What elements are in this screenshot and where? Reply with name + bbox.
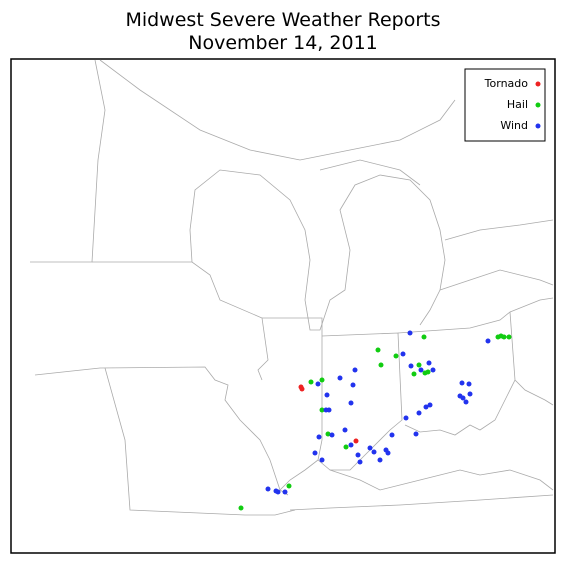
- legend: Tornado Hail Wind: [464, 68, 546, 142]
- legend-swatch: [535, 123, 541, 129]
- legend-box: [464, 68, 546, 142]
- report-markers: [238, 330, 512, 511]
- legend-swatch: [535, 102, 541, 108]
- legend-label: Tornado: [484, 77, 529, 90]
- title-line: Midwest Severe Weather Reports: [125, 9, 440, 31]
- title-line: November 14, 2011: [188, 32, 378, 54]
- map-borders: [30, 59, 554, 516]
- wind-reports: [265, 330, 491, 495]
- legend-swatch: [535, 81, 541, 87]
- tornado-reports: [298, 384, 359, 444]
- map-frame: [10, 58, 556, 554]
- legend-label: Wind: [500, 119, 528, 132]
- legend-label: Hail: [507, 98, 528, 111]
- hail-reports: [238, 333, 512, 511]
